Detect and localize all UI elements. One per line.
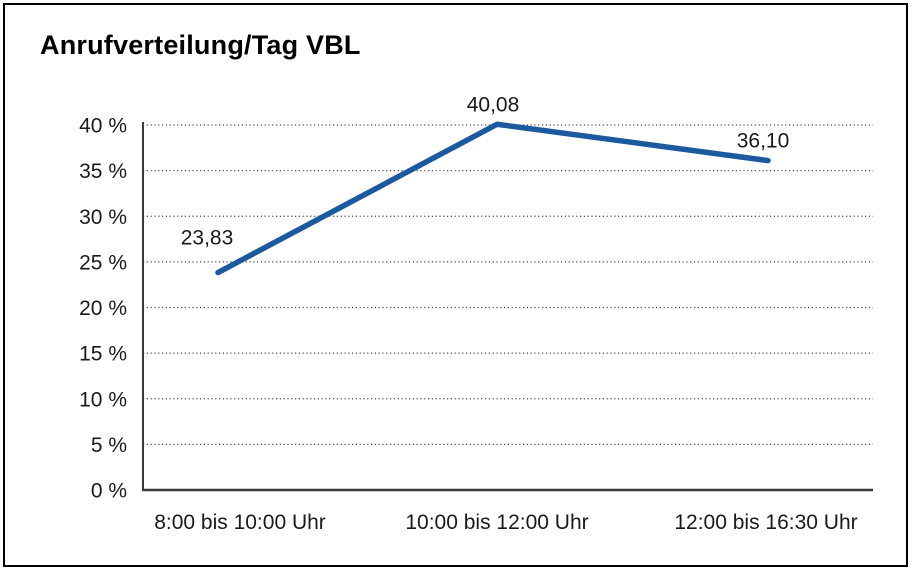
y-tick-label: 30 % — [79, 206, 127, 229]
y-tick-label: 20 % — [79, 297, 127, 320]
chart-frame — [3, 3, 908, 567]
y-tick-label: 40 % — [79, 115, 127, 138]
y-tick-label: 35 % — [79, 160, 127, 183]
y-tick-label: 0 % — [91, 480, 127, 503]
y-tick-label: 25 % — [79, 251, 127, 274]
x-tick-label: 10:00 bis 12:00 Uhr — [405, 511, 588, 534]
data-label: 40,08 — [467, 93, 520, 116]
y-tick-label: 5 % — [91, 434, 127, 457]
chart-title: Anrufverteilung/Tag VBL — [40, 30, 361, 60]
y-tick-label: 15 % — [79, 343, 127, 366]
data-label: 36,10 — [737, 130, 790, 153]
x-tick-label: 12:00 bis 16:30 Uhr — [674, 511, 857, 534]
y-tick-label: 10 % — [79, 388, 127, 411]
x-tick-label: 8:00 bis 10:00 Uhr — [154, 511, 326, 534]
data-label: 23,83 — [181, 227, 234, 250]
series-line — [215, 121, 771, 276]
